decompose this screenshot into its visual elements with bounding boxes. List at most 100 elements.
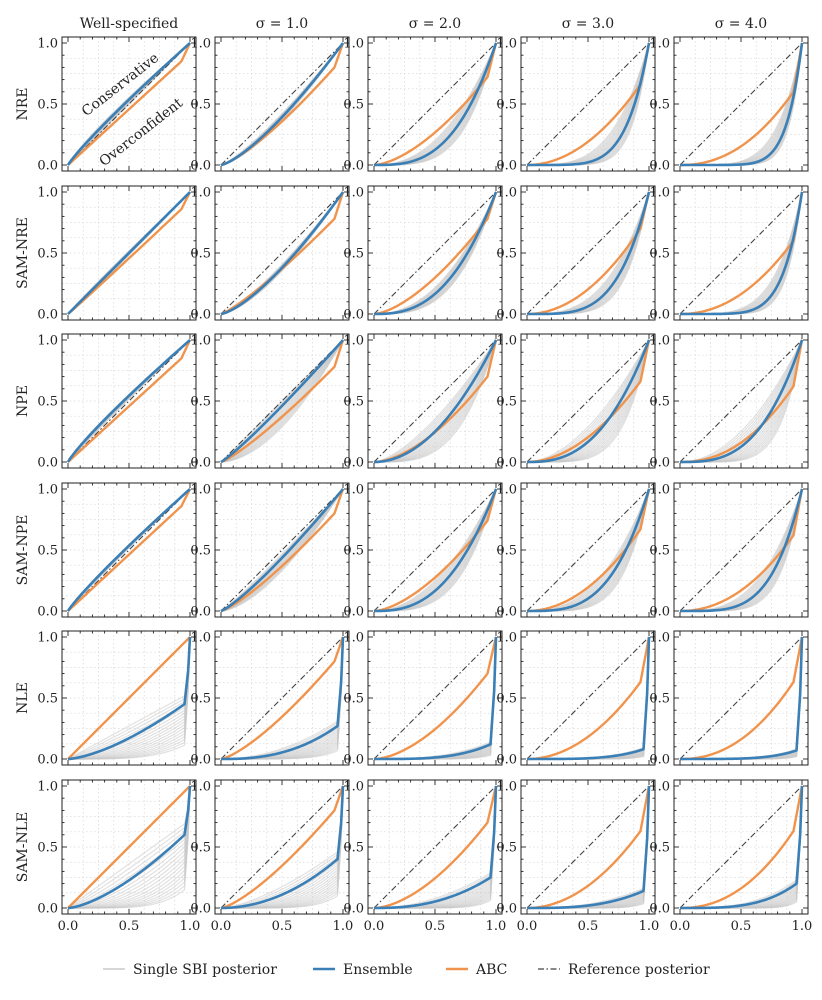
y-tick-label: 1.0 — [649, 37, 670, 52]
x-tick-label: 1.0 — [180, 919, 201, 934]
y-tick-label: 0.5 — [190, 692, 211, 707]
panel: 0.0 0.5 1.0 — [190, 333, 350, 471]
panel: 0.0 0.5 1.0 — [649, 36, 809, 174]
legend-label: Single SBI posterior — [133, 962, 277, 978]
abc-curve — [679, 191, 804, 316]
legend-label: Ensemble — [343, 962, 413, 978]
y-tick-label: 1.0 — [343, 780, 364, 795]
y-tick-label: 1.0 — [190, 37, 211, 52]
y-tick-label: 0.5 — [37, 841, 58, 856]
ensemble-curve — [220, 339, 344, 464]
ensemble-curve — [527, 636, 651, 761]
y-tick-label: 0.0 — [649, 753, 670, 768]
single-sbi-curve — [220, 785, 344, 909]
ensemble-curve — [374, 488, 498, 613]
y-tick-label: 0.5 — [343, 544, 364, 559]
y-tick-label: 0.5 — [496, 841, 517, 856]
reference-line — [526, 191, 650, 315]
y-tick-label: 0.0 — [496, 753, 517, 768]
y-tick-label: 0.0 — [649, 902, 670, 917]
single-sbi-curve — [220, 785, 344, 909]
column-title: σ = 3.0 — [562, 16, 614, 32]
ensemble-curve — [220, 785, 345, 910]
ensemble-curve — [67, 636, 192, 761]
y-tick-label: 0.0 — [343, 308, 364, 323]
reference-line — [679, 785, 803, 909]
abc-curve — [220, 636, 345, 761]
legend-item: Reference posterior — [538, 962, 710, 978]
reference-line — [220, 636, 344, 760]
y-tick-label: 0.0 — [496, 605, 517, 620]
panel: 0.0 0.5 1.0 — [343, 333, 503, 471]
y-tick-label: 1.0 — [343, 334, 364, 349]
panel: 0.0 0.5 1.0 — [496, 185, 656, 323]
y-tick-label: 0.0 — [37, 605, 58, 620]
single-sbi-curve — [67, 785, 191, 909]
ensemble-curve — [220, 191, 345, 316]
abc-curve — [526, 636, 651, 761]
y-tick-label: 0.0 — [190, 159, 211, 174]
ensemble-curve — [527, 42, 651, 167]
y-tick-label: 0.0 — [37, 902, 58, 917]
panel: 0.0 0.5 1.0 — [649, 333, 809, 471]
panel: 0.0 0.5 1.0 — [496, 482, 656, 620]
single-sbi-curve — [526, 339, 650, 463]
abc-curve — [67, 488, 192, 612]
y-tick-label: 0.5 — [496, 247, 517, 262]
panel: 0.0 0.5 1.0 — [649, 482, 809, 620]
abc-curve — [220, 488, 345, 613]
y-tick-label: 0.0 — [496, 308, 517, 323]
y-tick-label: 1.0 — [190, 186, 211, 201]
y-tick-label: 0.0 — [37, 159, 58, 174]
y-tick-label: 0.0 — [649, 456, 670, 471]
abc-curve — [373, 636, 498, 761]
reference-line — [373, 488, 497, 612]
reference-line — [526, 339, 650, 463]
abc-curve — [67, 785, 191, 909]
legend-item: Ensemble — [313, 962, 413, 978]
row-label: NPE — [15, 385, 31, 417]
abc-curve — [373, 488, 498, 613]
panel: 0.0 0.5 1.0 — [190, 482, 350, 620]
y-tick-label: 0.5 — [649, 98, 670, 113]
y-tick-label: 0.5 — [343, 98, 364, 113]
panel: 0.0 0.5 1.0 — [649, 185, 809, 323]
x-tick-label: 1.0 — [333, 919, 354, 934]
y-tick-label: 0.5 — [37, 692, 58, 707]
row-label: SAM-NRE — [15, 217, 31, 289]
single-sbi-curve — [67, 785, 191, 909]
column-title: σ = 2.0 — [409, 16, 461, 32]
x-tick-label: 0.0 — [670, 919, 691, 934]
single-sbi-curve — [373, 339, 497, 463]
y-tick-label: 0.5 — [343, 395, 364, 410]
single-sbi-curve — [220, 339, 344, 463]
abc-curve — [526, 488, 651, 613]
y-tick-label: 0.5 — [37, 247, 58, 262]
x-tick-label: 1.0 — [486, 919, 507, 934]
panel: 0.0 0.5 1.0 — [37, 333, 197, 471]
single-sbi-curve — [68, 785, 191, 909]
panel: 0.0 0.5 1.0 — [343, 185, 503, 323]
single-sbi-curve — [67, 636, 191, 760]
y-tick-label: 1.0 — [37, 186, 58, 201]
y-tick-label: 0.5 — [343, 692, 364, 707]
annotation-overconfident: Overconfident — [97, 95, 187, 170]
x-tick-label: 0.5 — [119, 919, 140, 934]
reference-line — [373, 339, 497, 463]
y-tick-label: 0.5 — [190, 544, 211, 559]
ensemble-curve — [374, 636, 498, 761]
y-tick-label: 1.0 — [496, 631, 517, 646]
single-sbi-curve — [67, 785, 191, 909]
single-sbi-curve — [68, 636, 191, 760]
y-tick-label: 0.5 — [649, 692, 670, 707]
abc-curve — [526, 339, 651, 464]
panel: 0.0 0.5 1.0 — [190, 185, 350, 323]
y-tick-label: 0.5 — [496, 692, 517, 707]
panel: 0.0 0.5 1.0 — [649, 630, 809, 768]
reference-line — [373, 42, 497, 166]
ensemble-curve — [680, 191, 804, 316]
y-tick-label: 0.5 — [343, 247, 364, 262]
x-tick-label: 1.0 — [639, 919, 660, 934]
ensemble-curve — [66, 42, 191, 166]
